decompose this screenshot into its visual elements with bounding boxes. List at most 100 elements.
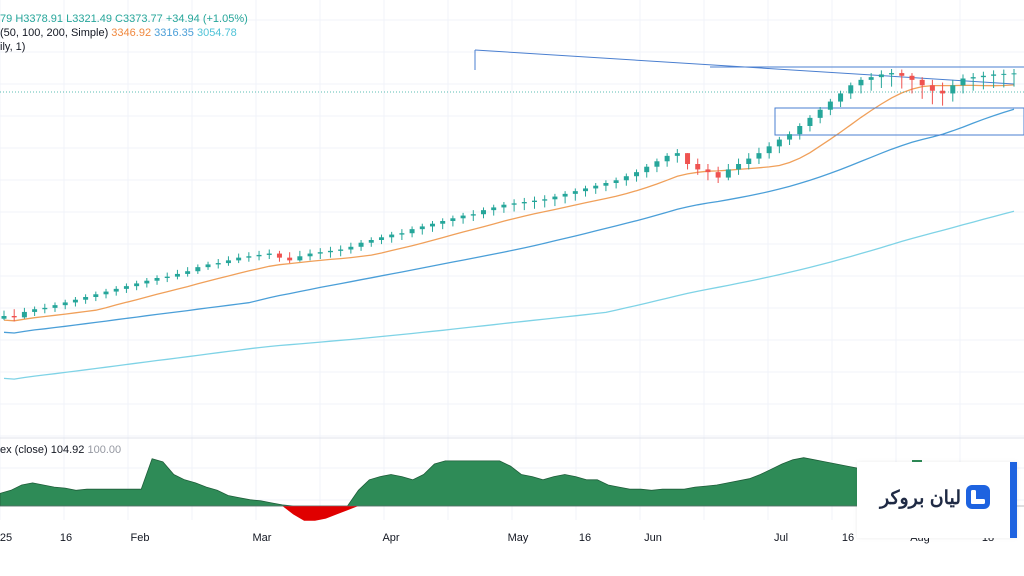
candle-body — [776, 139, 782, 147]
ma50-value: 3346.92 — [111, 27, 152, 39]
candle-body — [429, 223, 435, 227]
brand-name: لیان بروکر — [879, 488, 961, 509]
candlestick-series — [1, 69, 1017, 322]
trendlines — [0, 49, 1024, 136]
candle-body — [32, 309, 38, 312]
candle-body — [797, 126, 803, 135]
candle-body — [327, 250, 333, 253]
candle-body — [460, 215, 466, 219]
candle-body — [817, 109, 823, 118]
candle-body — [858, 79, 864, 86]
candle-body — [225, 260, 231, 264]
candle-body — [287, 257, 293, 261]
candle-body — [1011, 73, 1017, 75]
candle-body — [440, 221, 446, 224]
candle-body — [613, 180, 619, 183]
candle-body — [991, 74, 997, 76]
x-tick-label: 16 — [59, 532, 73, 544]
candle-body — [725, 169, 731, 178]
candle-body — [878, 74, 884, 78]
x-tick-label: Apr — [382, 532, 400, 544]
candle-body — [603, 183, 609, 186]
candle-body — [644, 166, 650, 173]
candle-body — [419, 226, 425, 230]
ma100-value: 3316.35 — [154, 27, 194, 39]
candle-body — [501, 204, 507, 208]
candle-body — [542, 199, 548, 201]
range-box — [774, 107, 1024, 136]
candle-body — [144, 280, 150, 284]
candle-body — [787, 134, 793, 140]
brand-accent-bar — [1010, 462, 1017, 538]
candle-body — [297, 256, 303, 261]
candle-body — [256, 254, 262, 257]
candle-body — [236, 257, 242, 261]
candle-body — [399, 233, 405, 235]
indicator-pane — [0, 457, 1024, 521]
candle-body — [654, 161, 660, 167]
candle-body — [185, 271, 191, 274]
candle-body — [929, 85, 935, 91]
candle-body — [919, 79, 925, 86]
candle-body — [491, 207, 497, 211]
candle-body — [266, 253, 272, 255]
x-tick-label: 16 — [578, 532, 592, 544]
candle-body — [807, 117, 813, 126]
candle-body — [685, 153, 691, 164]
candle-body — [552, 196, 558, 200]
candle-body — [756, 153, 762, 159]
candle-body — [154, 278, 160, 281]
candle-body — [532, 200, 538, 202]
candle-body — [1, 316, 7, 319]
candle-body — [113, 288, 119, 292]
candle-body — [450, 218, 456, 221]
broker-watermark: لیان بروکر — [857, 462, 1017, 538]
x-tick-label: May — [507, 532, 529, 544]
ma200-line — [3, 210, 1015, 380]
candle-body — [389, 234, 395, 238]
candle-body — [52, 305, 58, 308]
candle-body — [827, 101, 833, 110]
candle-body — [583, 188, 589, 192]
ohlc-change: +34.94 (+1.05%) — [165, 13, 248, 25]
candle-body — [317, 252, 323, 254]
ohlc-open-tail: 79 — [0, 13, 13, 25]
rounded-square-logo-icon — [966, 485, 990, 509]
x-tick-label: Mar — [252, 532, 272, 544]
candle-body — [368, 240, 374, 243]
indicator-label: ex (close) — [0, 444, 48, 456]
candle-body — [103, 291, 109, 295]
candle-body — [276, 253, 282, 258]
candle-body — [42, 307, 48, 310]
ma200-value: 3054.78 — [196, 27, 237, 39]
candle-body — [664, 155, 670, 162]
candle-body — [72, 299, 78, 303]
candle-body — [593, 185, 599, 189]
candle-body — [848, 85, 854, 94]
ohlc-close: C3373.77 — [115, 13, 163, 25]
candle-body — [174, 273, 180, 277]
x-tick-label: Jul — [773, 532, 789, 544]
interval-legend: ily, 1) — [0, 41, 26, 53]
ohlc-legend: 79 H3378.91 L3321.49 C3373.77 +34.94 (+1… — [0, 12, 248, 26]
candle-body — [572, 191, 578, 194]
candle-body — [511, 203, 517, 205]
x-tick-label: Feb — [130, 532, 150, 544]
candle-body — [205, 264, 211, 268]
candle-body — [378, 237, 384, 240]
moving-average-lines — [3, 84, 1015, 380]
candle-body — [623, 176, 629, 181]
candle-body — [970, 77, 976, 79]
candle-body — [889, 73, 895, 75]
ma-params: (50, 100, 200, Simple) — [0, 27, 109, 39]
candle-body — [164, 276, 170, 278]
candle-body — [899, 73, 905, 76]
candle-body — [338, 249, 344, 251]
candle-body — [674, 153, 680, 156]
indicator-level: 100.00 — [87, 444, 122, 456]
candle-body — [358, 242, 364, 247]
candle-body — [960, 78, 966, 86]
candle-body — [746, 158, 752, 164]
indicator-negative-area — [282, 506, 359, 521]
